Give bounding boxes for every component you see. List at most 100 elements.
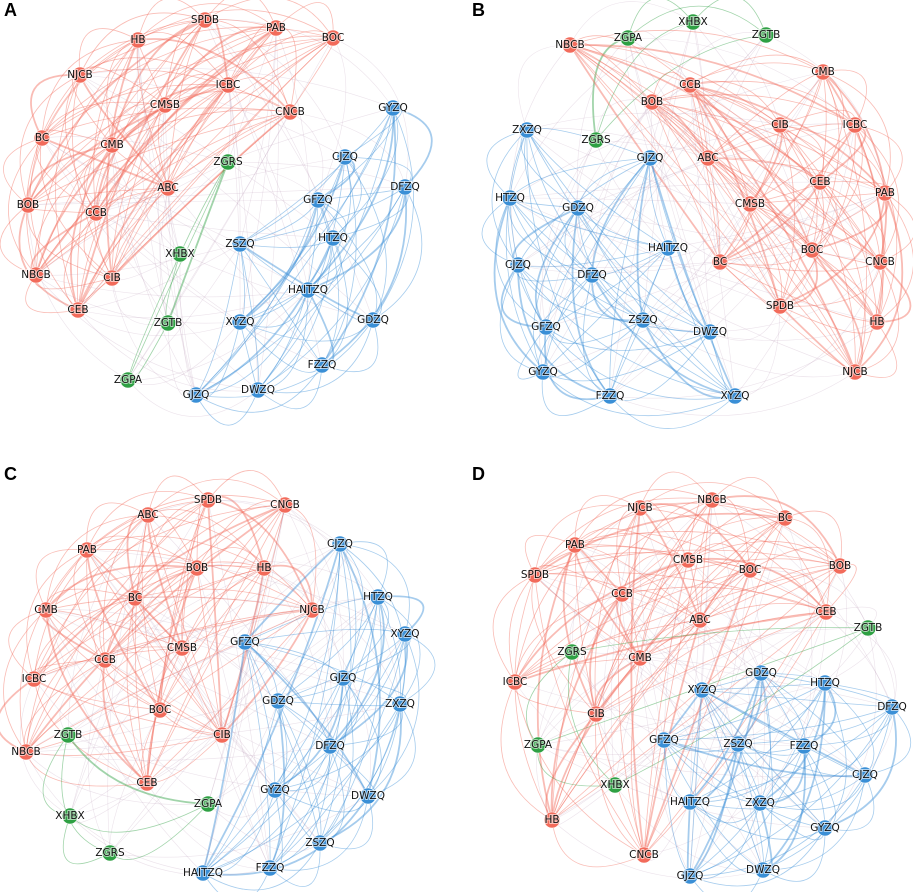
edge (760, 672, 866, 776)
edge (159, 504, 286, 711)
edge (617, 593, 645, 856)
edge (689, 84, 736, 397)
edge (257, 319, 374, 394)
edge (663, 559, 689, 741)
edge (574, 489, 713, 546)
edge (39, 137, 113, 279)
edge (651, 101, 881, 263)
edge (62, 815, 111, 865)
edge (35, 187, 169, 276)
edge (779, 124, 856, 307)
node (69, 301, 87, 319)
edge (562, 544, 597, 715)
node-label: CCB (611, 588, 633, 600)
node (87, 204, 105, 222)
edge (275, 2, 334, 39)
edge (594, 507, 641, 715)
edge (77, 309, 241, 337)
edge (372, 107, 414, 321)
edge (106, 39, 139, 146)
edge (239, 289, 309, 328)
edge (609, 157, 651, 397)
edge (164, 73, 229, 106)
node (324, 29, 342, 47)
edge (269, 543, 341, 869)
edge (784, 517, 830, 613)
edge (534, 571, 827, 613)
edge (195, 156, 346, 396)
edge (630, 507, 645, 856)
edge (83, 144, 113, 214)
node (741, 561, 759, 579)
node (501, 189, 519, 207)
node-label: ZXZQ (385, 698, 415, 710)
edge (486, 129, 528, 199)
edge (711, 499, 893, 708)
edge (514, 517, 786, 683)
edge (111, 144, 181, 255)
edge (524, 129, 593, 276)
node-label: ZSZQ (723, 738, 752, 750)
node (741, 195, 759, 213)
edge (803, 682, 837, 747)
edge (591, 192, 886, 276)
edge (701, 682, 826, 691)
node-label: BOB (641, 96, 664, 108)
node (631, 649, 649, 667)
edge (779, 261, 881, 307)
node (276, 496, 294, 514)
node-label: CNCB (270, 499, 300, 511)
edge (45, 609, 223, 736)
edge (196, 547, 265, 569)
edge (67, 734, 209, 805)
node (119, 371, 137, 389)
edge (77, 111, 291, 311)
edge (667, 247, 736, 397)
edge (77, 39, 139, 311)
edge (614, 784, 764, 871)
edge (642, 319, 711, 348)
node (846, 363, 864, 381)
edge (719, 261, 878, 323)
edge (574, 544, 866, 776)
edge (639, 502, 841, 567)
edge (95, 212, 334, 239)
edge (33, 596, 379, 680)
edge (202, 504, 286, 874)
node (693, 681, 711, 699)
node (309, 191, 327, 209)
edge (319, 543, 352, 844)
edge (689, 84, 821, 183)
edge (207, 567, 265, 805)
edge (651, 101, 781, 307)
edge (164, 35, 334, 106)
edge (41, 137, 241, 323)
node-label: NBCB (11, 746, 40, 758)
edge (709, 261, 881, 333)
edge (544, 326, 611, 401)
edge (27, 19, 206, 206)
edge (111, 37, 334, 279)
edge (526, 129, 644, 321)
edge (207, 499, 271, 869)
edge (147, 478, 286, 516)
edge (518, 44, 571, 131)
edge (317, 37, 347, 201)
edge (95, 107, 394, 214)
node-label: NJCB (67, 69, 93, 81)
node (219, 76, 237, 94)
edge (33, 499, 209, 680)
edge (65, 74, 97, 214)
edge (27, 204, 129, 381)
edge (569, 44, 856, 373)
edge (692, 21, 721, 263)
node (299, 281, 317, 299)
edge (27, 199, 319, 206)
node (199, 795, 217, 813)
node-label: CMSB (673, 554, 703, 566)
edge (33, 678, 223, 736)
edge (569, 44, 886, 194)
node-label: ZGPA (614, 32, 643, 44)
node (814, 63, 832, 81)
edge (701, 689, 805, 747)
